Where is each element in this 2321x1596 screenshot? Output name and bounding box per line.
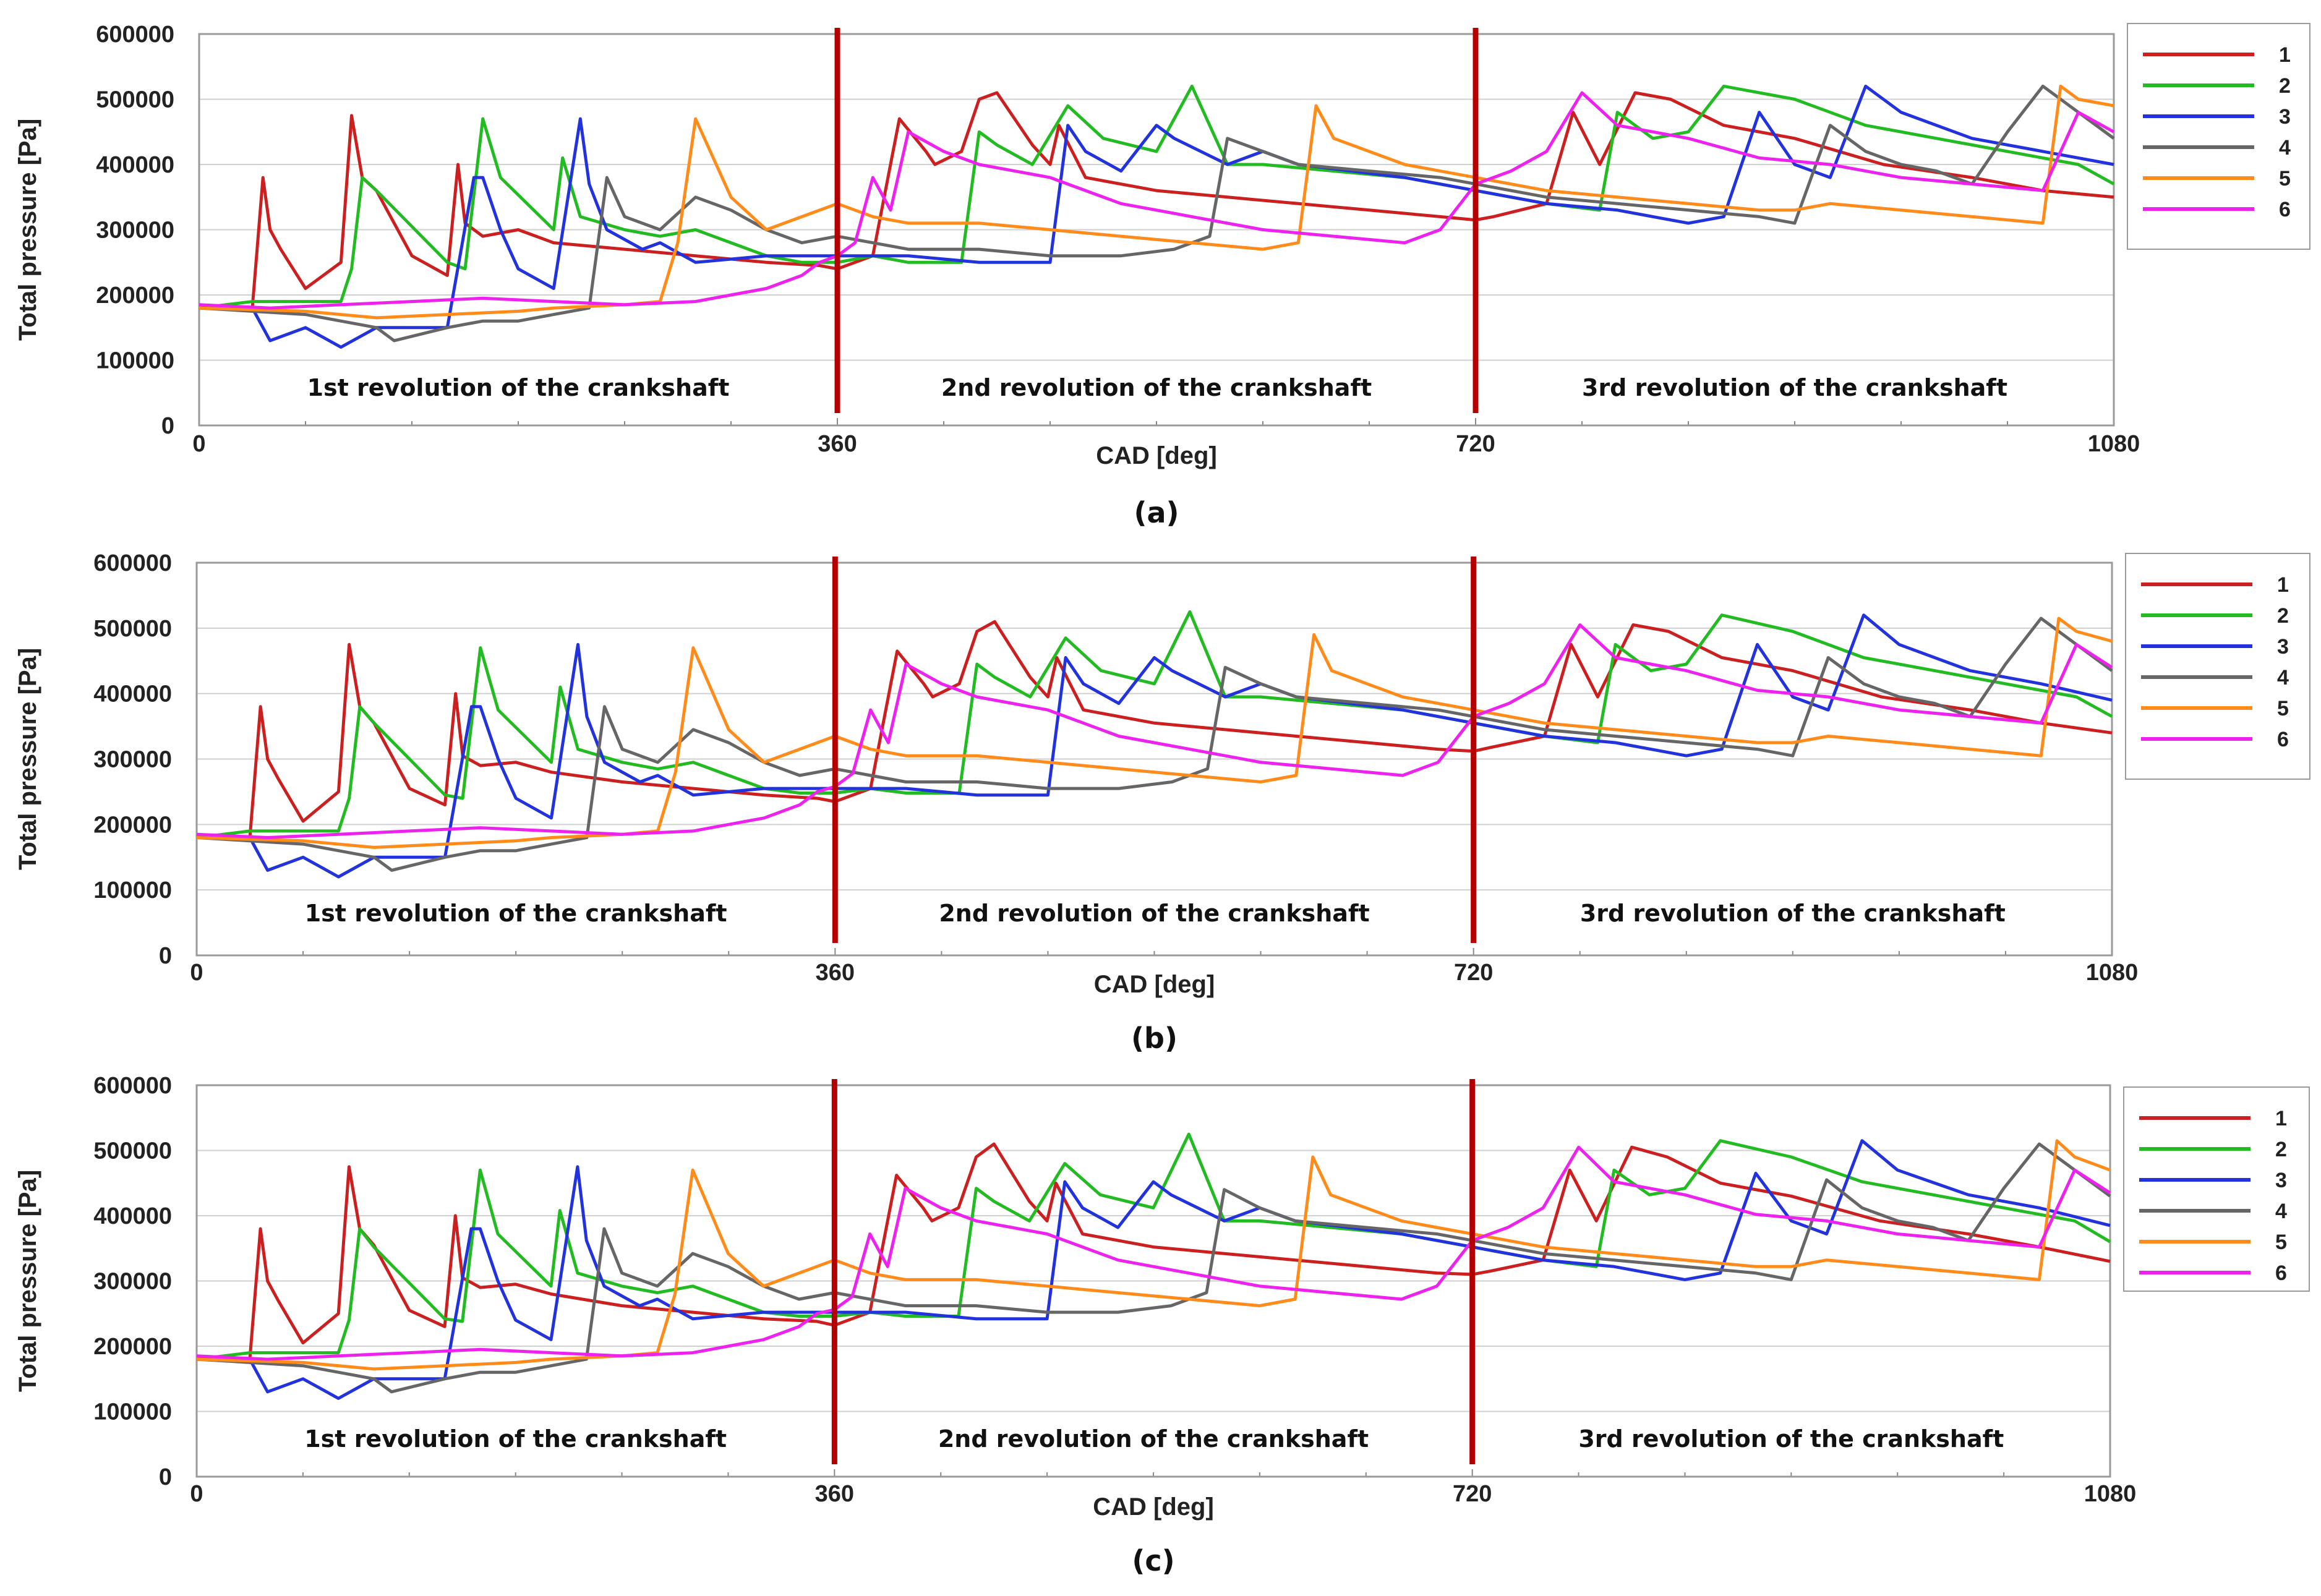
legend-label: 4 [2277,666,2289,689]
series-line-2 [196,1132,2111,1361]
legend-box [2127,23,2310,250]
panel-label: (a) [1134,496,1179,529]
y-tick-label: 0 [159,943,172,969]
y-tick-label: 300000 [96,218,174,244]
series-line-1 [197,1142,2111,1361]
y-tick-label: 300000 [93,1269,172,1295]
y-axis-title: Total pressure [Pa] [14,1170,41,1392]
y-tick-label: 100000 [93,1399,172,1425]
x-axis-title: CAD [deg] [1093,1493,1214,1521]
plot-frame [195,1084,2111,1478]
legend-label: 6 [2279,198,2291,221]
legend-label: 3 [2277,635,2289,659]
x-tick-label: 720 [1453,1481,1492,1507]
legend-label: 6 [2277,728,2289,751]
y-tick-label: 600000 [93,550,172,576]
legend-box [2123,1086,2310,1292]
series-line-5 [199,84,2114,320]
series-line-6 [199,91,2115,310]
panel-label: (c) [1132,1544,1174,1577]
y-tick-label: 100000 [93,877,172,903]
revolution-label: 2nd revolution of the crankshaft [939,900,1369,927]
legend-label: 6 [2275,1261,2287,1285]
series-line-2 [199,84,2115,310]
y-tick-label: 400000 [96,152,174,178]
x-tick-label: 0 [192,431,205,457]
y-axis-title: Total pressure [Pa] [14,119,41,341]
legend-label: 3 [2279,105,2291,129]
x-tick-label: 1080 [2086,960,2139,986]
series-line-5 [196,617,2113,849]
y-tick-label: 0 [159,1464,172,1490]
x-axis-title: CAD [deg] [1096,442,1217,469]
x-tick-label: 360 [816,960,855,986]
legend-label: 4 [2279,136,2291,160]
series-line-1 [197,620,2113,839]
plot-frame [198,33,2115,427]
y-tick-label: 500000 [93,1138,172,1164]
revolution-label: 3rd revolution of the crankshaft [1582,374,2007,401]
x-tick-label: 720 [1454,960,1493,986]
revolution-label: 2nd revolution of the crankshaft [941,374,1372,401]
series-line-4 [199,84,2115,343]
y-tick-label: 600000 [96,22,174,48]
legend: 1 2 3 4 5 6 [2127,23,2310,250]
x-tick-label: 1080 [2088,431,2140,457]
legend-label: 5 [2277,697,2289,720]
x-axis-title: CAD [deg] [1094,971,1215,998]
revolution-label: 1st revolution of the crankshaft [304,1425,727,1453]
legend-label: 2 [2279,74,2291,98]
revolution-label: 3rd revolution of the crankshaft [1578,1425,2004,1453]
legend-label: 2 [2277,604,2289,628]
x-tick-label: 360 [815,1481,854,1507]
series-line-6 [196,1145,2111,1361]
legend-label: 5 [2279,167,2291,190]
legend-label: 2 [2275,1138,2287,1161]
y-tick-label: 100000 [96,348,174,374]
series-line-4 [196,617,2113,872]
panel-label: (b) [1131,1022,1178,1055]
series-line-3 [199,84,2114,349]
x-tick-label: 0 [190,960,203,986]
y-tick-label: 300000 [93,747,172,773]
y-tick-label: 200000 [93,1334,172,1360]
y-tick-label: 200000 [96,283,174,309]
legend-box [2125,553,2310,780]
legend-label: 4 [2275,1200,2287,1223]
x-tick-label: 1080 [2084,1481,2137,1507]
plot-frame [195,561,2113,957]
revolution-label: 1st revolution of the crankshaft [305,900,727,927]
legend-label: 1 [2279,43,2291,67]
revolution-label: 2nd revolution of the crankshaft [938,1425,1369,1453]
y-tick-label: 500000 [93,616,172,642]
series-line-3 [197,1139,2111,1400]
legend-label: 1 [2277,573,2289,597]
x-tick-label: 0 [190,1481,203,1507]
y-axis-title: Total pressure [Pa] [14,648,41,870]
y-tick-label: 400000 [93,1203,172,1229]
y-tick-label: 600000 [93,1073,172,1099]
legend: 1 2 3 4 5 6 [2125,553,2310,780]
series-line-6 [196,623,2113,839]
revolution-label: 1st revolution of the crankshaft [307,374,730,401]
series-line-5 [196,1139,2111,1371]
y-tick-label: 400000 [93,681,172,707]
legend-label: 1 [2275,1107,2287,1130]
revolution-label: 3rd revolution of the crankshaft [1580,900,2006,927]
y-tick-label: 200000 [93,812,172,838]
y-tick-label: 0 [161,413,174,439]
legend: 1 2 3 4 5 6 [2123,1086,2310,1292]
legend-label: 3 [2275,1169,2287,1192]
x-tick-label: 720 [1456,431,1495,457]
y-tick-label: 500000 [96,87,174,113]
legend-label: 5 [2275,1231,2287,1254]
series-line-4 [196,1142,2111,1394]
series-line-2 [196,610,2113,839]
x-tick-label: 360 [818,431,857,457]
series-line-3 [197,613,2113,879]
